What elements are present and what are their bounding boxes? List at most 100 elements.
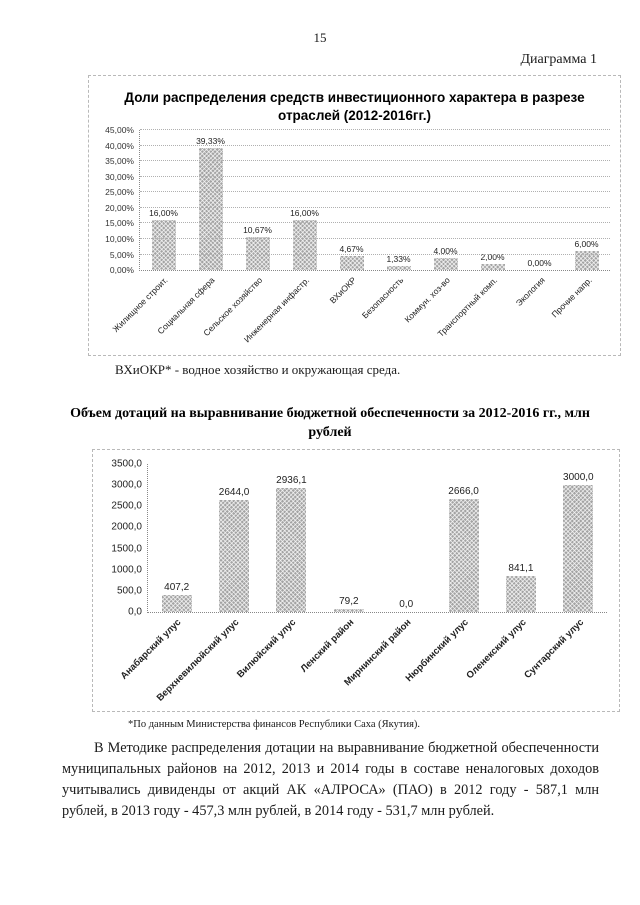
bar xyxy=(151,220,176,271)
bar-slot: 0,0 xyxy=(378,464,435,612)
x-label-slot: Сунтарский улус xyxy=(522,613,608,705)
bar-value-label: 79,2 xyxy=(339,595,359,607)
bar-value-label: 2,00% xyxy=(480,251,505,262)
bar xyxy=(292,220,317,271)
bar xyxy=(480,263,505,271)
bar xyxy=(276,487,307,612)
bar xyxy=(574,251,599,271)
y-tick-label: 1000,0 xyxy=(111,564,142,576)
chart-plot-area: 0,00% 5,00% 10,00% 15,00% 20,00% 25,00% 30,00%… xyxy=(93,125,610,275)
bar-value-label: 0,0 xyxy=(399,599,414,610)
bar xyxy=(505,576,536,612)
y-axis: 0,0 500,0 1000,0 1500,0 2000,0 2500,0 3000,0 35… xyxy=(97,459,147,618)
diagram-caption: Диаграмма 1 xyxy=(520,52,597,67)
bar xyxy=(448,499,479,612)
bar-value-label: 2936,1 xyxy=(276,474,307,486)
bar-value-label: 841,1 xyxy=(508,563,534,575)
y-tick-label: 2000,0 xyxy=(111,521,142,533)
y-tick-label: 20,00% xyxy=(105,202,134,213)
x-axis-labels: Жилищное строит. Социальная сфера Сельское… xyxy=(111,271,610,351)
y-axis: 0,00% 5,00% 10,00% 15,00% 20,00% 25,00% 30,00%… xyxy=(93,125,139,275)
gridline xyxy=(140,191,610,193)
bar-value-label: 6,00% xyxy=(574,239,599,250)
gridline xyxy=(140,237,610,239)
bar-slot: 2936,1 xyxy=(263,464,320,612)
gridline xyxy=(140,144,610,146)
y-tick-label: 0,0 xyxy=(128,606,142,618)
plot: 407,2 2644,0 2936,1 79,2 0,0 2666,0 841,1 3000,… xyxy=(147,464,607,613)
chart-plot-area: 0,0 500,0 1000,0 1500,0 2000,0 2500,0 3000,0 35… xyxy=(97,459,607,618)
bar-slot: 79,2 xyxy=(320,464,377,612)
bar xyxy=(219,500,250,612)
bar-slot: 841,1 xyxy=(492,464,549,612)
investment-shares-chart: Доли распределения средств инвестиционно… xyxy=(88,75,621,356)
bar-value-label: 2666,0 xyxy=(448,486,479,498)
bar-value-label: 407,2 xyxy=(164,581,190,593)
bars: 16,00% 39,33% 10,67% 16,00% 4,67% 1,33% 4,00% 2… xyxy=(140,130,610,271)
gridline xyxy=(140,253,610,255)
gridline xyxy=(140,222,610,224)
gridline xyxy=(140,160,610,162)
bar-value-label: 10,67% xyxy=(243,224,272,235)
bar xyxy=(198,147,223,271)
x-category-label: Экология xyxy=(513,275,547,309)
y-tick-label: 30,00% xyxy=(105,171,134,182)
bar-value-label: 16,00% xyxy=(290,208,319,219)
x-category-label: ВХиОКР xyxy=(327,275,358,306)
vhiokr-note: ВХиОКР* - водное хозяйство и окружающая … xyxy=(115,362,401,377)
bar-slot: 6,00% xyxy=(563,130,610,271)
y-tick-label: 500,0 xyxy=(116,585,142,597)
bar-slot: 1,33% xyxy=(375,130,422,271)
y-tick-label: 3500,0 xyxy=(111,458,142,470)
bar-slot: 39,33% xyxy=(187,130,234,271)
subsidies-chart-title: Объем дотаций на выравнивание бюджетной … xyxy=(70,406,590,440)
gridline xyxy=(140,175,610,177)
bar-value-label: 39,33% xyxy=(196,135,225,146)
bar-slot: 16,00% xyxy=(281,130,328,271)
y-tick-label: 1500,0 xyxy=(111,543,142,555)
bar-value-label: 0,00% xyxy=(527,258,552,269)
bar xyxy=(339,255,364,271)
subsidies-chart: 0,0 500,0 1000,0 1500,0 2000,0 2500,0 3000,0 35… xyxy=(92,449,620,712)
bar xyxy=(245,236,270,271)
bar-value-label: 3000,0 xyxy=(563,472,594,484)
x-label-slot: Транспортный комп. xyxy=(436,271,516,351)
bar xyxy=(433,257,458,271)
x-label-slot: Инженерная инфастр. xyxy=(241,271,327,351)
bar-slot: 2666,0 xyxy=(435,464,492,612)
y-tick-label: 45,00% xyxy=(105,125,134,136)
bar-value-label: 4,67% xyxy=(339,243,364,254)
bar-value-label: 4,00% xyxy=(433,245,458,256)
page-number: 15 xyxy=(313,30,327,45)
bar-value-label: 1,33% xyxy=(386,253,411,264)
bar-slot: 407,2 xyxy=(148,464,205,612)
y-tick-label: 40,00% xyxy=(105,140,134,151)
x-axis-labels: Анабарский улус Верхневилюйский улус Вилюй… xyxy=(119,613,608,705)
bar xyxy=(563,485,594,612)
bar-slot: 16,00% xyxy=(140,130,187,271)
y-tick-label: 15,00% xyxy=(105,218,134,229)
y-tick-label: 35,00% xyxy=(105,156,134,167)
bar xyxy=(386,265,411,271)
y-tick-label: 25,00% xyxy=(105,187,134,198)
bar-slot: 3000,0 xyxy=(550,464,607,612)
bar-slot: 2644,0 xyxy=(205,464,262,612)
bar-slot: 10,67% xyxy=(234,130,281,271)
y-tick-label: 10,00% xyxy=(105,233,134,244)
x-label-slot: Прочие напр. xyxy=(549,271,610,351)
bar xyxy=(161,594,192,612)
bar xyxy=(333,608,364,612)
y-tick-label: 3000,0 xyxy=(111,479,142,491)
bar-slot: 4,67% xyxy=(328,130,375,271)
x-category-label: Анабарский улус xyxy=(118,617,184,682)
bar-slot: 0,00% xyxy=(516,130,563,270)
chart-title: Доли распределения средств инвестиционно… xyxy=(124,90,585,123)
gridline xyxy=(140,206,610,208)
gridline xyxy=(140,129,610,131)
source-footnote: *По данным Министерства финансов Республ… xyxy=(128,719,421,730)
bar-value-label: 2644,0 xyxy=(218,487,250,499)
bar-slot: 4,00% xyxy=(422,130,469,271)
bar-value-label: 16,00% xyxy=(149,208,178,219)
y-tick-label: 2500,0 xyxy=(111,500,142,512)
